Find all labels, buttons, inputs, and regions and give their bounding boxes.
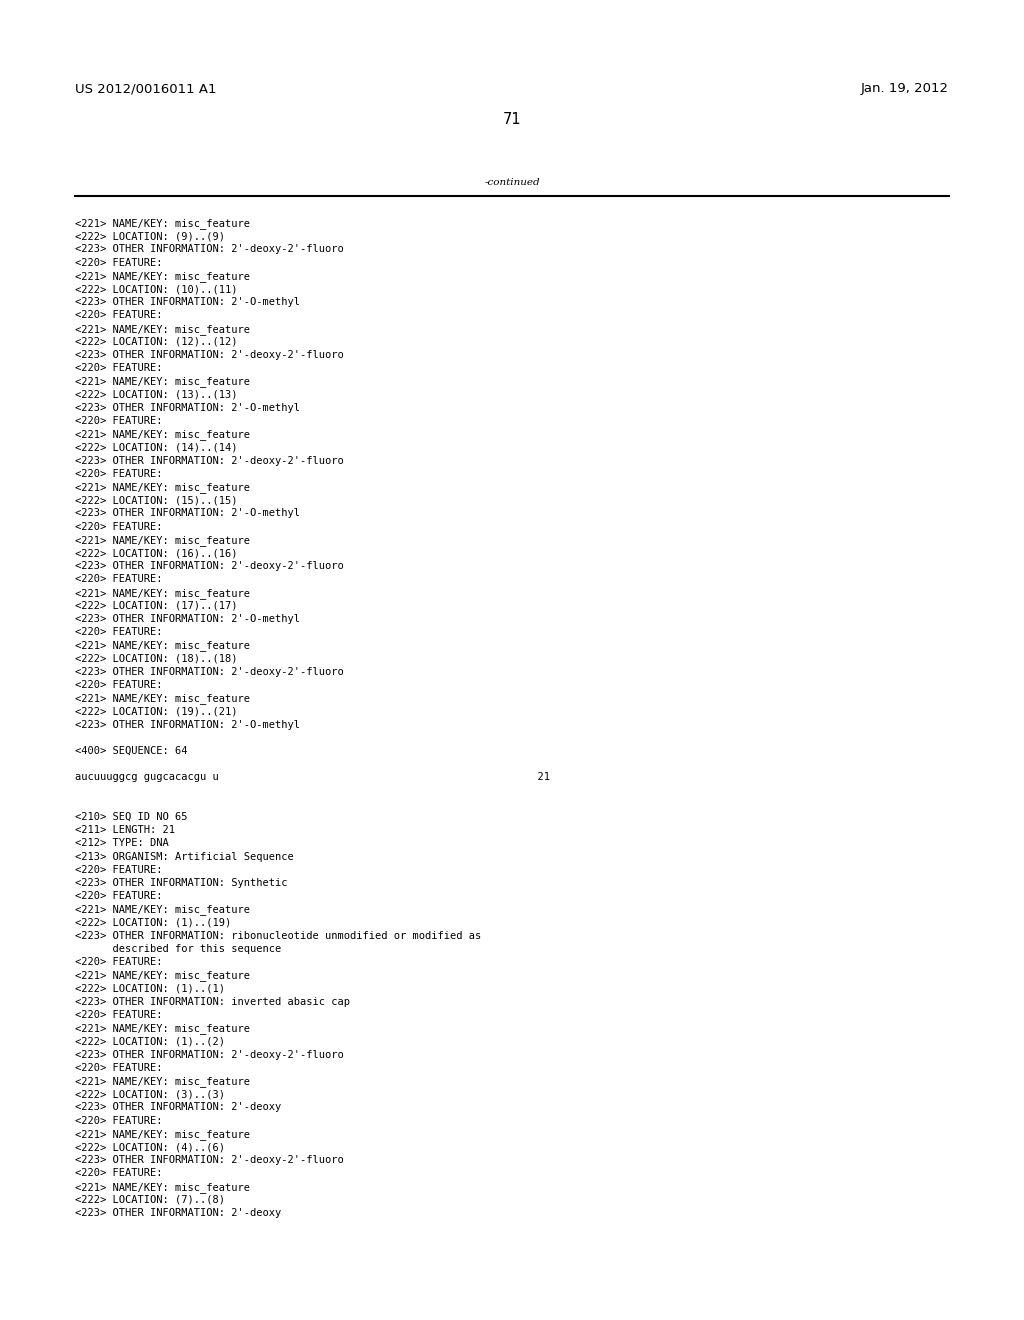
Text: <222> LOCATION: (3)..(3): <222> LOCATION: (3)..(3) bbox=[75, 1089, 225, 1100]
Text: <223> OTHER INFORMATION: 2'-deoxy-2'-fluoro: <223> OTHER INFORMATION: 2'-deoxy-2'-flu… bbox=[75, 350, 344, 360]
Text: <221> NAME/KEY: misc_feature: <221> NAME/KEY: misc_feature bbox=[75, 970, 250, 981]
Text: <220> FEATURE:: <220> FEATURE: bbox=[75, 257, 163, 268]
Text: <212> TYPE: DNA: <212> TYPE: DNA bbox=[75, 838, 169, 849]
Text: <220> FEATURE:: <220> FEATURE: bbox=[75, 574, 163, 585]
Text: <220> FEATURE:: <220> FEATURE: bbox=[75, 627, 163, 638]
Text: <222> LOCATION: (17)..(17): <222> LOCATION: (17)..(17) bbox=[75, 601, 238, 611]
Text: <220> FEATURE:: <220> FEATURE: bbox=[75, 363, 163, 374]
Text: <223> OTHER INFORMATION: 2'-O-methyl: <223> OTHER INFORMATION: 2'-O-methyl bbox=[75, 403, 300, 413]
Text: <220> FEATURE:: <220> FEATURE: bbox=[75, 865, 163, 875]
Text: <221> NAME/KEY: misc_feature: <221> NAME/KEY: misc_feature bbox=[75, 218, 250, 228]
Text: <400> SEQUENCE: 64: <400> SEQUENCE: 64 bbox=[75, 746, 187, 756]
Text: <221> NAME/KEY: misc_feature: <221> NAME/KEY: misc_feature bbox=[75, 429, 250, 440]
Text: <223> OTHER INFORMATION: 2'-deoxy: <223> OTHER INFORMATION: 2'-deoxy bbox=[75, 1208, 282, 1218]
Text: <222> LOCATION: (14)..(14): <222> LOCATION: (14)..(14) bbox=[75, 442, 238, 453]
Text: <222> LOCATION: (1)..(2): <222> LOCATION: (1)..(2) bbox=[75, 1036, 225, 1047]
Text: <222> LOCATION: (1)..(1): <222> LOCATION: (1)..(1) bbox=[75, 983, 225, 994]
Text: <220> FEATURE:: <220> FEATURE: bbox=[75, 1063, 163, 1073]
Text: <221> NAME/KEY: misc_feature: <221> NAME/KEY: misc_feature bbox=[75, 693, 250, 704]
Text: <220> FEATURE:: <220> FEATURE: bbox=[75, 680, 163, 690]
Text: <223> OTHER INFORMATION: 2'-deoxy: <223> OTHER INFORMATION: 2'-deoxy bbox=[75, 1102, 282, 1113]
Text: <223> OTHER INFORMATION: 2'-O-methyl: <223> OTHER INFORMATION: 2'-O-methyl bbox=[75, 297, 300, 308]
Text: <221> NAME/KEY: misc_feature: <221> NAME/KEY: misc_feature bbox=[75, 323, 250, 334]
Text: <220> FEATURE:: <220> FEATURE: bbox=[75, 310, 163, 321]
Text: described for this sequence: described for this sequence bbox=[75, 944, 282, 954]
Text: <221> NAME/KEY: misc_feature: <221> NAME/KEY: misc_feature bbox=[75, 271, 250, 281]
Text: <220> FEATURE:: <220> FEATURE: bbox=[75, 1168, 163, 1179]
Text: <223> OTHER INFORMATION: 2'-deoxy-2'-fluoro: <223> OTHER INFORMATION: 2'-deoxy-2'-flu… bbox=[75, 455, 344, 466]
Text: -continued: -continued bbox=[484, 178, 540, 187]
Text: <223> OTHER INFORMATION: 2'-deoxy-2'-fluoro: <223> OTHER INFORMATION: 2'-deoxy-2'-flu… bbox=[75, 1155, 344, 1166]
Text: <221> NAME/KEY: misc_feature: <221> NAME/KEY: misc_feature bbox=[75, 482, 250, 492]
Text: <213> ORGANISM: Artificial Sequence: <213> ORGANISM: Artificial Sequence bbox=[75, 851, 294, 862]
Text: <223> OTHER INFORMATION: 2'-deoxy-2'-fluoro: <223> OTHER INFORMATION: 2'-deoxy-2'-flu… bbox=[75, 561, 344, 572]
Text: <223> OTHER INFORMATION: Synthetic: <223> OTHER INFORMATION: Synthetic bbox=[75, 878, 288, 888]
Text: <220> FEATURE:: <220> FEATURE: bbox=[75, 416, 163, 426]
Text: <222> LOCATION: (16)..(16): <222> LOCATION: (16)..(16) bbox=[75, 548, 238, 558]
Text: <220> FEATURE:: <220> FEATURE: bbox=[75, 1010, 163, 1020]
Text: 71: 71 bbox=[503, 112, 521, 127]
Text: <222> LOCATION: (10)..(11): <222> LOCATION: (10)..(11) bbox=[75, 284, 238, 294]
Text: <220> FEATURE:: <220> FEATURE: bbox=[75, 1115, 163, 1126]
Text: <221> NAME/KEY: misc_feature: <221> NAME/KEY: misc_feature bbox=[75, 1181, 250, 1192]
Text: <221> NAME/KEY: misc_feature: <221> NAME/KEY: misc_feature bbox=[75, 587, 250, 598]
Text: <223> OTHER INFORMATION: 2'-deoxy-2'-fluoro: <223> OTHER INFORMATION: 2'-deoxy-2'-flu… bbox=[75, 244, 344, 255]
Text: <221> NAME/KEY: misc_feature: <221> NAME/KEY: misc_feature bbox=[75, 1023, 250, 1034]
Text: <223> OTHER INFORMATION: ribonucleotide unmodified or modified as: <223> OTHER INFORMATION: ribonucleotide … bbox=[75, 931, 481, 941]
Text: <223> OTHER INFORMATION: 2'-O-methyl: <223> OTHER INFORMATION: 2'-O-methyl bbox=[75, 508, 300, 519]
Text: <222> LOCATION: (19)..(21): <222> LOCATION: (19)..(21) bbox=[75, 706, 238, 717]
Text: <222> LOCATION: (4)..(6): <222> LOCATION: (4)..(6) bbox=[75, 1142, 225, 1152]
Text: <221> NAME/KEY: misc_feature: <221> NAME/KEY: misc_feature bbox=[75, 1129, 250, 1139]
Text: <220> FEATURE:: <220> FEATURE: bbox=[75, 957, 163, 968]
Text: <223> OTHER INFORMATION: 2'-O-methyl: <223> OTHER INFORMATION: 2'-O-methyl bbox=[75, 719, 300, 730]
Text: US 2012/0016011 A1: US 2012/0016011 A1 bbox=[75, 82, 216, 95]
Text: <221> NAME/KEY: misc_feature: <221> NAME/KEY: misc_feature bbox=[75, 904, 250, 915]
Text: <222> LOCATION: (12)..(12): <222> LOCATION: (12)..(12) bbox=[75, 337, 238, 347]
Text: <210> SEQ ID NO 65: <210> SEQ ID NO 65 bbox=[75, 812, 187, 822]
Text: aucuuuggcg gugcacacgu u                                                   21: aucuuuggcg gugcacacgu u 21 bbox=[75, 772, 550, 783]
Text: <221> NAME/KEY: misc_feature: <221> NAME/KEY: misc_feature bbox=[75, 535, 250, 545]
Text: <223> OTHER INFORMATION: 2'-deoxy-2'-fluoro: <223> OTHER INFORMATION: 2'-deoxy-2'-flu… bbox=[75, 1049, 344, 1060]
Text: <223> OTHER INFORMATION: inverted abasic cap: <223> OTHER INFORMATION: inverted abasic… bbox=[75, 997, 350, 1007]
Text: <222> LOCATION: (1)..(19): <222> LOCATION: (1)..(19) bbox=[75, 917, 231, 928]
Text: Jan. 19, 2012: Jan. 19, 2012 bbox=[861, 82, 949, 95]
Text: <222> LOCATION: (18)..(18): <222> LOCATION: (18)..(18) bbox=[75, 653, 238, 664]
Text: <222> LOCATION: (13)..(13): <222> LOCATION: (13)..(13) bbox=[75, 389, 238, 400]
Text: <220> FEATURE:: <220> FEATURE: bbox=[75, 521, 163, 532]
Text: <222> LOCATION: (7)..(8): <222> LOCATION: (7)..(8) bbox=[75, 1195, 225, 1205]
Text: <222> LOCATION: (9)..(9): <222> LOCATION: (9)..(9) bbox=[75, 231, 225, 242]
Text: <221> NAME/KEY: misc_feature: <221> NAME/KEY: misc_feature bbox=[75, 376, 250, 387]
Text: <223> OTHER INFORMATION: 2'-deoxy-2'-fluoro: <223> OTHER INFORMATION: 2'-deoxy-2'-flu… bbox=[75, 667, 344, 677]
Text: <211> LENGTH: 21: <211> LENGTH: 21 bbox=[75, 825, 175, 836]
Text: <221> NAME/KEY: misc_feature: <221> NAME/KEY: misc_feature bbox=[75, 1076, 250, 1086]
Text: <220> FEATURE:: <220> FEATURE: bbox=[75, 469, 163, 479]
Text: <221> NAME/KEY: misc_feature: <221> NAME/KEY: misc_feature bbox=[75, 640, 250, 651]
Text: <222> LOCATION: (15)..(15): <222> LOCATION: (15)..(15) bbox=[75, 495, 238, 506]
Text: <223> OTHER INFORMATION: 2'-O-methyl: <223> OTHER INFORMATION: 2'-O-methyl bbox=[75, 614, 300, 624]
Text: <220> FEATURE:: <220> FEATURE: bbox=[75, 891, 163, 902]
